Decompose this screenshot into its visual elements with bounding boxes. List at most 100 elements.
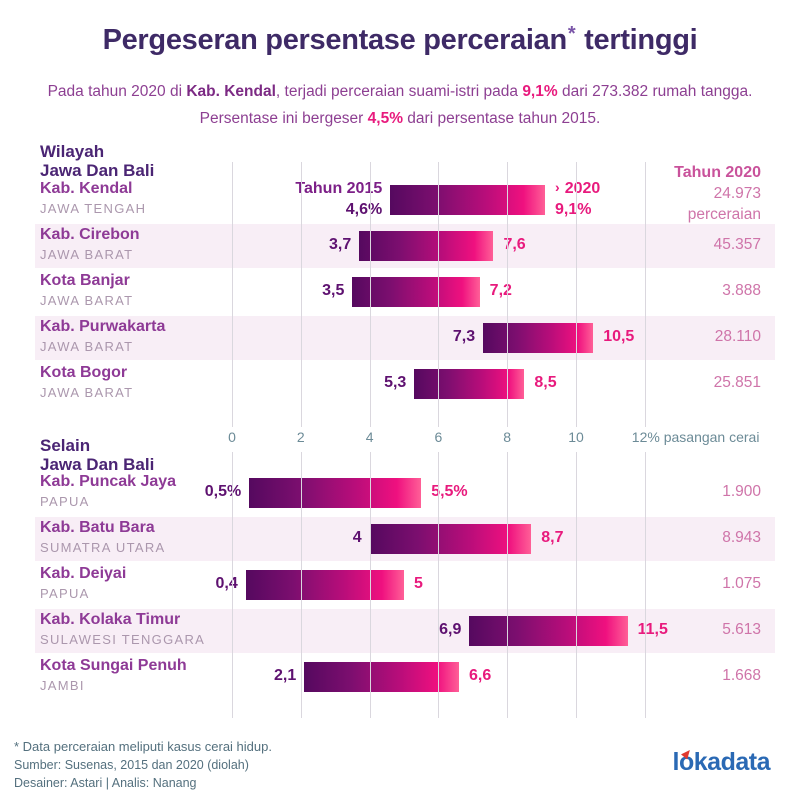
subtitle-text: Pada tahun 2020 di [47,83,187,100]
value-2015: 0,4 [215,575,238,592]
value-2020: 9,1% [555,201,592,218]
value-2020: 8,7 [541,529,564,546]
subtitle: Pada tahun 2020 di Kab. Kendal, terjadi … [0,78,800,132]
value-2020: 10,5 [603,328,635,345]
row-shade-band [35,609,775,653]
value-2020: 6,6 [469,667,492,684]
section-header-selain-jawa-dan-bali: Selain Jawa Dan Bali [40,436,154,474]
row-kota-bogor: Kota Bogor JAWA BARAT 5,3 8,5 25.851 [0,361,800,407]
region-name: Kab. Cirebon [40,226,140,243]
subtitle-text: dari 273.382 rumah tangga. [557,83,753,100]
region-name: Kab. Batu Bara [40,519,155,536]
region-name: Kota Bogor [40,364,128,381]
perceraian-2020-count: 8.943 [722,529,761,546]
value-2020: 5,5% [431,483,468,500]
gridline-6 [438,452,440,718]
section-header-line: Selain [40,436,91,455]
value-2015: 3,5 [322,282,345,299]
region-name: Kab. Purwakarta [40,318,166,335]
province-name: JAWA BARAT [40,385,134,400]
section-header-jawa-dan-bali: Wilayah Jawa Dan Bali [40,142,154,180]
row-kab-cirebon: Kab. Cirebon JAWA BARAT 3,7 7,6 45.357 [0,223,800,269]
shift-bar [249,478,422,508]
footer: * Data perceraian meliputi kasus cerai h… [14,737,272,792]
subtitle-line-2: Persentase ini bergeser 4,5% dari persen… [0,105,800,132]
legend-2020: › 2020 [555,179,601,197]
row-kota-banjar: Kota Banjar JAWA BARAT 3,5 7,2 3.888 [0,269,800,315]
row-shade-band [35,316,775,360]
value-2020: 7,2 [489,282,512,299]
row-kab-kolaka-timur: Kab. Kolaka Timur SULAWESI TENGGARA 6,9 11,… [0,608,800,654]
column-header-tahun-2020: Tahun 2020 [674,164,761,181]
shift-bar [304,662,460,692]
value-2015-with-legend: Tahun 2015 4,6% [295,178,382,220]
axis-tick-0: 0 [228,429,236,445]
shift-bar [352,277,480,307]
perceraian-2020-count: 1.668 [722,667,761,684]
gridline-0 [232,452,233,718]
value-2020: 8,5 [534,374,557,391]
shift-bar [483,323,594,353]
row-kab-kendal: Kab. Kendal JAWA TENGAH Tahun 2015 4,6% › 202… [0,177,800,223]
value-2020: 11,5 [637,621,668,638]
subtitle-highlight-shift: 4,5% [367,110,403,127]
gridline-12 [644,452,646,718]
count-number: 24.973 [713,185,761,202]
axis-tick-10: 10 [568,429,584,445]
axis-tick-8: 8 [503,429,512,445]
title-text-1: Pergeseran persentase perceraian [102,24,568,56]
value-2020: 7,6 [503,236,526,253]
perceraian-2020-count: 25.851 [713,374,761,391]
footnote: * Data perceraian meliputi kasus cerai h… [14,739,272,754]
province-name: PAPUA [40,586,90,601]
region-name: Kab. Kolaka Timur [40,611,181,628]
value-2015: 7,3 [452,328,476,345]
lokadata-logo: lo kadata [672,747,771,777]
axis-tick-6: 6 [434,429,443,445]
region-name: Kab. Deiyai [40,565,127,582]
logo-text: l [672,748,680,776]
gridline-10 [576,452,577,718]
gridline-2 [300,162,302,427]
value-2020-with-legend: › 2020 9,1% [555,178,600,220]
province-name: JAWA BARAT [40,247,134,262]
province-name: JAMBI [40,678,85,693]
shift-arrow-icon: › [555,179,560,195]
subtitle-highlight-pct: 9,1% [522,83,558,100]
value-2015: 0,5% [204,483,242,500]
perceraian-2020-count: 28.110 [714,328,761,345]
gridline-6 [438,162,440,427]
value-2015: 5,3 [384,374,407,391]
subtitle-text: , terjadi perceraian suami-istri pada [275,83,523,100]
axis-tick-12: 12% pasangan cerai [631,429,760,445]
perceraian-2020-count: 1.900 [722,483,761,500]
gridline-4 [369,162,371,427]
subtitle-text: dari persentase tahun 2015. [403,110,601,127]
legend-tahun-2015: Tahun 2015 [295,180,383,197]
gridline-10 [576,162,577,427]
region-name: Kab. Puncak Jaya [40,473,177,490]
region-name: Kota Banjar [40,272,130,289]
row-kab-deiyai: Kab. Deiyai PAPUA 0,4 5 1.075 [0,562,800,608]
logo-text: kadata [693,748,771,776]
section-header-line: Jawa Dan Bali [40,161,155,180]
rows-selain-jawa-dan-bali: Kab. Puncak Jaya PAPUA 0,5% 5,5% 1.900 Kab. B… [0,470,800,700]
axis-tick-4: 4 [365,429,374,445]
shift-bar [369,524,532,554]
province-name: JAWA BARAT [40,339,134,354]
title-asterisk: * [567,23,576,45]
subtitle-line-1: Pada tahun 2020 di Kab. Kendal, terjadi … [0,78,800,105]
shift-bar [414,369,525,399]
province-name: SUMATRA UTARA [40,540,166,555]
gridline-12 [644,162,646,427]
logo-text: o [679,748,694,776]
shift-bar [245,570,404,600]
count-suffix: perceraian [687,206,761,223]
gridline-2 [300,452,302,718]
subtitle-highlight-region: Kab. Kendal [186,83,276,100]
subtitle-text: Persentase ini bergeser [199,110,368,127]
rows-jawa-dan-bali: Kab. Kendal JAWA TENGAH Tahun 2015 4,6% › 202… [0,177,800,407]
logo-o: o [679,747,694,777]
